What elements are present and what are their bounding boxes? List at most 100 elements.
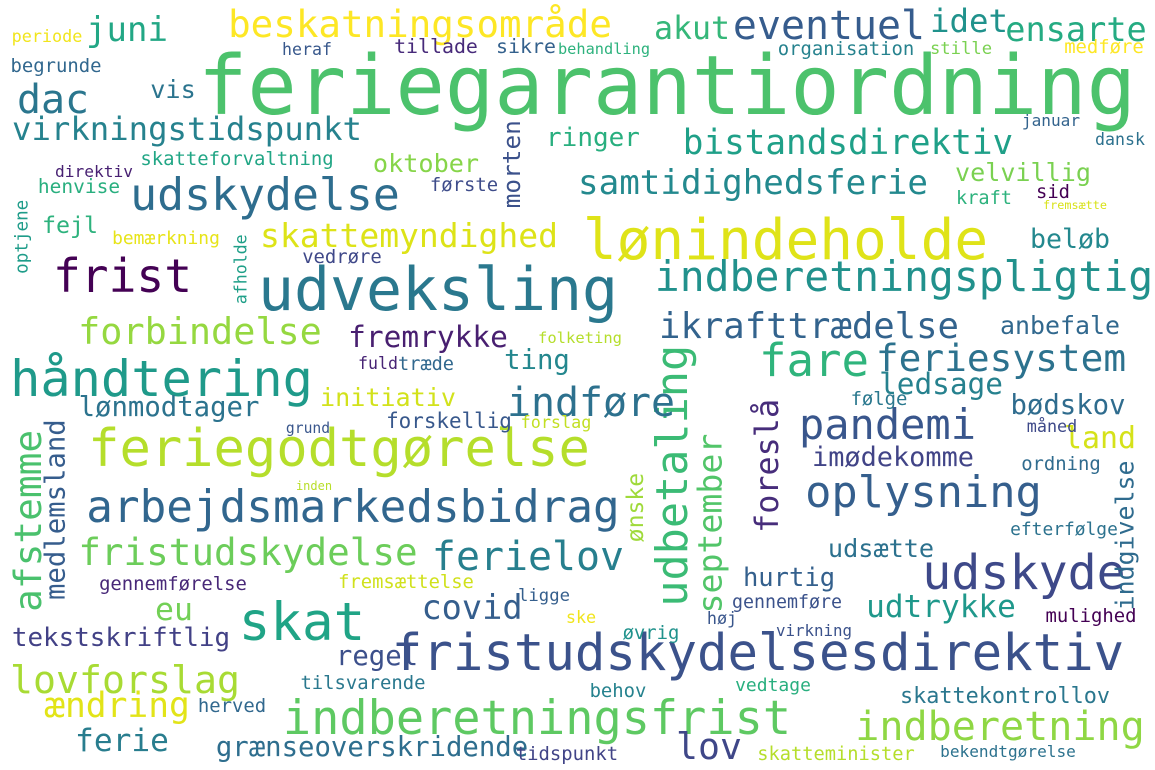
cloud-word: heraf: [282, 39, 332, 59]
cloud-word: pandemi: [798, 400, 976, 449]
cloud-word: ønske: [623, 473, 650, 543]
cloud-word: ferie: [75, 723, 169, 760]
cloud-word: ikrafttrædelse: [659, 306, 959, 348]
cloud-word: forbindelse: [78, 309, 322, 353]
cloud-word: land: [1064, 421, 1136, 457]
cloud-word: direktiv: [55, 161, 133, 181]
cloud-word: tillade: [394, 35, 478, 59]
cloud-word: herved: [197, 694, 267, 717]
cloud-word: velvillig: [955, 158, 1091, 188]
cloud-word: ligge: [517, 586, 571, 607]
cloud-word: samtidighedsferie: [578, 162, 928, 203]
cloud-word: fremsætte: [1043, 198, 1107, 213]
cloud-word: indberetningsfrist: [282, 690, 792, 746]
cloud-word: akut: [653, 11, 731, 48]
cloud-word: behov: [589, 679, 647, 702]
cloud-word: indføre: [506, 380, 676, 427]
cloud-word: oktober: [372, 149, 480, 179]
cloud-word: træde: [398, 353, 454, 375]
cloud-word: indberetning: [855, 703, 1145, 750]
cloud-word: høj: [706, 607, 738, 628]
cloud-word: forslag: [520, 411, 592, 432]
cloud-word: behandling: [557, 40, 651, 59]
cloud-word: fremsættelse: [338, 571, 474, 593]
cloud-word: feriegarantiordning: [198, 39, 1136, 134]
cloud-word: udtrykke: [866, 589, 1016, 626]
cloud-word: beløb: [1029, 223, 1111, 255]
cloud-word: indberetningspligtig: [654, 253, 1154, 302]
cloud-word: tilsvarende: [300, 671, 426, 694]
cloud-word: bemærkning: [112, 228, 220, 250]
cloud-word: skatteforvaltning: [140, 147, 334, 170]
cloud-word: foreslå: [749, 398, 787, 533]
cloud-word: skattekontrollov: [900, 684, 1110, 710]
cloud-word: første: [429, 173, 499, 196]
cloud-word: eventuel: [732, 3, 926, 50]
cloud-word: vedtage: [735, 675, 811, 696]
cloud-word: lovforslag: [10, 658, 240, 703]
cloud-word: organisation: [777, 37, 915, 60]
cloud-word: lov: [676, 724, 742, 768]
cloud-word: vedrøre: [302, 245, 382, 268]
cloud-word: hurtig: [742, 563, 836, 594]
cloud-word: medlemsland: [40, 419, 72, 601]
cloud-word: dac: [16, 77, 90, 124]
cloud-word: covid: [421, 588, 523, 628]
cloud-word: optjene: [12, 199, 33, 275]
cloud-word: ske: [565, 606, 597, 627]
cloud-word: anbefale: [1000, 310, 1120, 340]
cloud-word: idet: [929, 1, 1008, 40]
cloud-word: morten: [496, 119, 526, 209]
cloud-word: udskydelse: [130, 167, 400, 221]
cloud-word: januar: [1021, 110, 1081, 130]
cloud-word: sid: [1036, 181, 1070, 203]
cloud-word: håndtering: [10, 348, 313, 408]
cloud-word: skatteminister: [757, 743, 915, 765]
cloud-word: afholde: [231, 234, 251, 304]
cloud-word: fristudskydelsesdirektiv: [391, 622, 1125, 682]
cloud-word: ting: [504, 345, 570, 377]
cloud-word: grænseoverskridende: [215, 732, 529, 764]
cloud-word: arbejdsmarkedsbidrag: [86, 481, 620, 533]
cloud-word: oplysning: [805, 467, 1042, 519]
cloud-word: bødskov: [1010, 390, 1126, 422]
cloud-word: feriesystem: [875, 336, 1127, 381]
cloud-word: ledsage: [879, 367, 1003, 402]
cloud-word: periode: [11, 25, 83, 46]
cloud-word: henvise: [37, 175, 121, 199]
cloud-word: skat: [238, 591, 366, 653]
cloud-word: efterfølge: [1010, 519, 1118, 541]
cloud-word: bekendtgørelse: [940, 741, 1076, 761]
cloud-word: bistandsdirektiv: [682, 122, 1014, 163]
cloud-word: skattemyndighed: [259, 215, 558, 255]
cloud-word: grund: [285, 419, 331, 437]
cloud-word: lønindeholde: [582, 207, 989, 273]
cloud-word: måned: [1026, 415, 1078, 436]
cloud-word: initiativ: [320, 383, 456, 413]
cloud-word: juni: [86, 10, 168, 50]
cloud-word: september: [690, 434, 730, 614]
cloud-word: mulighed: [1045, 604, 1137, 627]
cloud-word: virkningstidspunkt: [12, 109, 362, 148]
cloud-word: stille: [929, 39, 993, 60]
cloud-word: frist: [52, 248, 193, 303]
cloud-word: ændring: [44, 685, 190, 726]
cloud-word: ringer: [546, 123, 640, 153]
cloud-word: regel: [335, 641, 419, 673]
cloud-word: virkning: [775, 621, 853, 641]
cloud-word: fuld: [358, 353, 398, 373]
cloud-word: begrunde: [10, 54, 102, 77]
cloud-word: følge: [850, 387, 908, 410]
cloud-word: udsætte: [827, 534, 935, 564]
cloud-word: medføre: [1064, 35, 1144, 58]
cloud-word: ordning: [1021, 452, 1101, 475]
cloud-word: øvrig: [622, 621, 680, 644]
cloud-word: fare: [758, 334, 870, 388]
cloud-word: lønmodtager: [78, 392, 260, 424]
cloud-word: dansk: [1095, 129, 1145, 149]
cloud-word: folketing: [538, 329, 622, 348]
cloud-word: kraft: [956, 187, 1012, 209]
cloud-word: tidspunkt: [515, 742, 619, 765]
cloud-word: forskellig: [386, 408, 512, 433]
